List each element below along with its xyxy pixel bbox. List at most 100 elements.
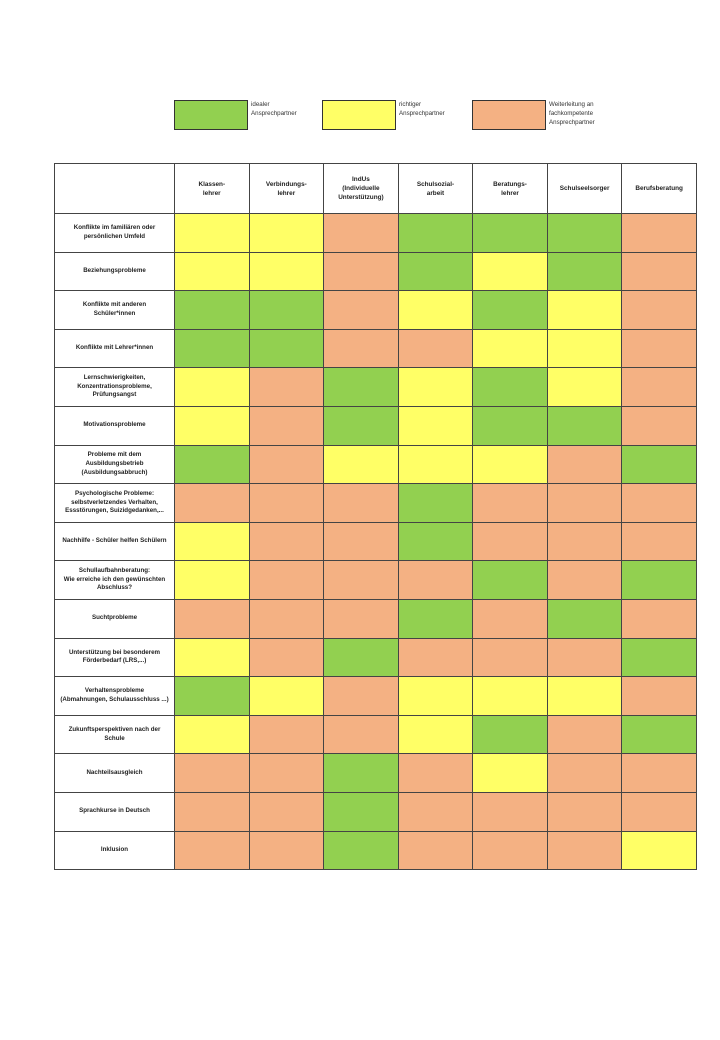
rating-cell-orange	[323, 213, 399, 253]
rating-cell-yellow	[397, 290, 474, 330]
table-row: Psychologische Probleme: selbstverletzen…	[54, 483, 697, 523]
rating-cell-yellow	[248, 251, 325, 292]
rating-cell-yellow	[397, 676, 474, 716]
legend: idealer Ansprechpartner richtiger Ansprec…	[0, 98, 720, 134]
rating-cell-yellow	[472, 753, 548, 793]
corner-cell	[54, 163, 175, 214]
rating-cell-orange	[323, 483, 399, 523]
rating-cell-yellow	[397, 714, 474, 755]
rating-cell-orange	[248, 714, 325, 755]
rating-cell-orange	[248, 483, 325, 523]
table-row: Konflikte mit Lehrer*innen	[54, 328, 697, 369]
row-label: Konflikte im familiären oder persönliche…	[54, 213, 175, 253]
rating-cell-yellow	[174, 714, 250, 755]
rating-cell-green	[621, 444, 697, 485]
table-row: Motivationsprobleme	[54, 405, 697, 446]
rating-cell-orange	[248, 405, 325, 446]
rating-cell-orange	[621, 328, 697, 369]
rating-cell-orange	[621, 753, 697, 793]
rating-cell-yellow	[472, 251, 548, 292]
rating-cell-orange	[397, 637, 474, 678]
rating-cell-green	[397, 251, 474, 292]
rating-cell-green	[546, 598, 623, 639]
rating-cell-yellow	[397, 444, 474, 485]
rating-cell-green	[397, 521, 474, 562]
rating-cell-yellow	[472, 444, 548, 485]
rating-cell-orange	[248, 637, 325, 678]
rating-cell-yellow	[546, 367, 623, 407]
rating-cell-orange	[174, 791, 250, 832]
row-label: Suchtprobleme	[54, 598, 175, 639]
row-label: Nachhilfe - Schüler helfen Schülern	[54, 521, 175, 562]
rating-cell-orange	[397, 791, 474, 832]
table-row: Nachhilfe - Schüler helfen Schülern	[54, 521, 697, 562]
rating-cell-orange	[621, 213, 697, 253]
row-label: Schullaufbahnberatung: Wie erreiche ich …	[54, 560, 175, 600]
row-label: Psychologische Probleme: selbstverletzen…	[54, 483, 175, 523]
column-header: Berufsberatung	[621, 163, 697, 214]
table-row: Verhaltensprobleme (Abmahnungen, Schulau…	[54, 676, 697, 716]
rating-cell-green	[174, 444, 250, 485]
rating-cell-orange	[174, 598, 250, 639]
rating-cell-orange	[323, 714, 399, 755]
rating-cell-orange	[621, 483, 697, 523]
rating-cell-green	[248, 290, 325, 330]
rating-cell-orange	[174, 753, 250, 793]
rating-cell-yellow	[248, 676, 325, 716]
rating-cell-orange	[174, 483, 250, 523]
row-label: Inklusion	[54, 830, 175, 871]
rating-cell-orange	[323, 328, 399, 369]
rating-cell-green	[472, 560, 548, 600]
rating-cell-green	[621, 637, 697, 678]
legend-swatch	[472, 100, 546, 130]
table-row: Beziehungsprobleme	[54, 251, 697, 292]
rating-cell-orange	[248, 791, 325, 832]
rating-cell-yellow	[174, 560, 250, 600]
rating-cell-yellow	[472, 676, 548, 716]
rating-cell-green	[174, 290, 250, 330]
rating-cell-yellow	[472, 328, 548, 369]
rating-cell-green	[621, 714, 697, 755]
rating-cell-orange	[323, 560, 399, 600]
legend-swatch	[322, 100, 396, 130]
column-header: Schulsozial- arbeit	[397, 163, 474, 214]
rating-cell-orange	[621, 791, 697, 832]
rating-cell-green	[621, 560, 697, 600]
rating-cell-orange	[621, 598, 697, 639]
table-row: Zukunftsperspektiven nach der Schule	[54, 714, 697, 755]
rating-cell-orange	[397, 830, 474, 871]
rating-cell-orange	[472, 791, 548, 832]
column-header: Klassen- lehrer	[174, 163, 250, 214]
rating-cell-orange	[546, 830, 623, 871]
rating-cell-orange	[546, 483, 623, 523]
rating-cell-yellow	[397, 367, 474, 407]
column-header: Verbindungs- lehrer	[248, 163, 325, 214]
rating-cell-yellow	[397, 405, 474, 446]
rating-cell-orange	[472, 483, 548, 523]
rating-cell-orange	[472, 637, 548, 678]
row-label: Verhaltensprobleme (Abmahnungen, Schulau…	[54, 676, 175, 716]
contact-matrix-table: Klassen- lehrer Verbindungs- lehrer IndU…	[54, 163, 697, 871]
rating-cell-green	[397, 598, 474, 639]
row-label: Konflikte mit anderen Schüler*innen	[54, 290, 175, 330]
rating-cell-yellow	[174, 213, 250, 253]
rating-cell-orange	[248, 521, 325, 562]
row-label: Probleme mit dem Ausbildungsbetrieb (Aus…	[54, 444, 175, 485]
rating-cell-orange	[174, 830, 250, 871]
rating-cell-orange	[397, 560, 474, 600]
table-row: Inklusion	[54, 830, 697, 871]
table-row: Unterstützung bei besonderem Förderbedar…	[54, 637, 697, 678]
rating-cell-green	[323, 405, 399, 446]
row-label: Sprachkurse in Deutsch	[54, 791, 175, 832]
rating-cell-yellow	[174, 405, 250, 446]
table-row: Lernschwierigkeiten, Konzentrationsprobl…	[54, 367, 697, 407]
rating-cell-orange	[621, 290, 697, 330]
column-header: Schulseelsorger	[546, 163, 623, 214]
row-label: Lernschwierigkeiten, Konzentrationsprobl…	[54, 367, 175, 407]
table-row: Probleme mit dem Ausbildungsbetrieb (Aus…	[54, 444, 697, 485]
rating-cell-green	[174, 328, 250, 369]
rating-cell-orange	[248, 753, 325, 793]
rating-cell-yellow	[174, 251, 250, 292]
row-label: Unterstützung bei besonderem Förderbedar…	[54, 637, 175, 678]
rating-cell-orange	[546, 637, 623, 678]
